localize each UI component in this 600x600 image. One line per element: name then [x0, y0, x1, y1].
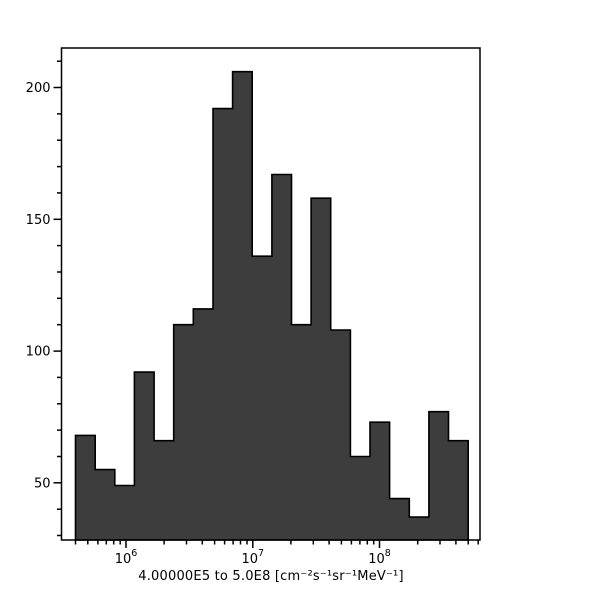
y-tick-label: 100 [26, 345, 51, 360]
histogram-bars [74, 70, 469, 541]
x-axis-label: 4.00000E5 to 5.0E8 [cm⁻²s⁻¹sr⁻¹MeV⁻¹] [138, 569, 404, 584]
x-tick-label: 106 [115, 548, 138, 567]
plot-border [60, 47, 481, 541]
x-axis-ticks [74, 540, 479, 548]
tick-labels: 50 100 150 200 106 107 108 [26, 81, 391, 567]
y-tick-label: 150 [26, 213, 51, 228]
y-tick-label: 50 [34, 476, 51, 491]
y-tick-label: 200 [26, 81, 51, 96]
x-tick-label: 108 [368, 548, 391, 567]
x-tick-label: 107 [242, 548, 265, 567]
y-axis-ticks [53, 60, 62, 537]
